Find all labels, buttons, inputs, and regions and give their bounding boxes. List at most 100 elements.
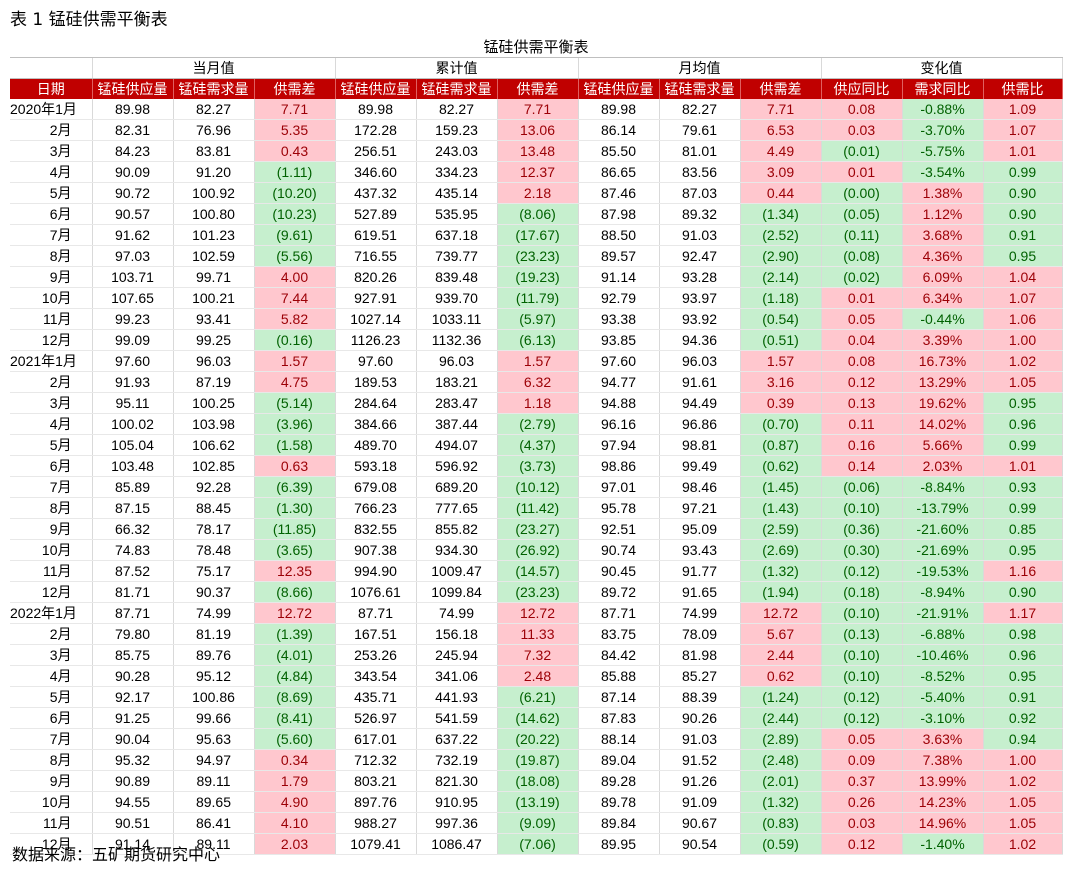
table-cell: 99.66 — [173, 707, 255, 729]
table-cell: 87.15 — [92, 497, 174, 519]
table-cell: 89.76 — [173, 644, 255, 666]
table-cell: 90.67 — [659, 812, 741, 834]
table-cell: 106.62 — [173, 434, 255, 456]
table-cell: 14.96% — [902, 812, 984, 834]
table-cell: 74.99 — [416, 602, 498, 624]
table-title-row: 锰硅供需平衡表 — [10, 36, 1062, 58]
table-cell: 98.86 — [578, 455, 660, 477]
table-cell: 86.65 — [578, 161, 660, 183]
table-cell: 0.96 — [983, 413, 1063, 435]
table-cell: 0.91 — [983, 224, 1063, 246]
table-cell: 94.36 — [659, 329, 741, 351]
table-row: 2月 91.93 87.19 4.75 189.53 183.21 6.32 94.77 91.… — [10, 371, 1063, 393]
table-cell: 12.72 — [497, 602, 579, 624]
table-cell: 897.76 — [335, 791, 417, 813]
table-cell: (0.10) — [821, 497, 903, 519]
table-cell: 832.55 — [335, 518, 417, 540]
table-cell: 1027.14 — [335, 308, 417, 330]
table-cell: 99.71 — [173, 266, 255, 288]
table-cell: 435.71 — [335, 686, 417, 708]
data-source-note: 数据来源：五矿期货研究中心 — [12, 845, 221, 864]
row-date: 11月 — [10, 560, 93, 582]
group-header-cumulative: 累计值 — [335, 57, 579, 79]
table-cell: 92.79 — [578, 287, 660, 309]
table-cell: 90.09 — [92, 161, 174, 183]
table-cell: (7.06) — [497, 833, 579, 855]
row-date: 11月 — [10, 812, 93, 834]
table-cell: (1.32) — [740, 560, 822, 582]
table-row: 9月 90.89 89.11 1.79 803.21 821.30 (18.08) 89.28… — [10, 770, 1063, 792]
table-row: 3月 85.75 89.76 (4.01) 253.26 245.94 7.32 84.42 8… — [10, 644, 1063, 666]
table-cell: (0.87) — [740, 434, 822, 456]
table-cell: (2.52) — [740, 224, 822, 246]
row-date: 12月 — [10, 329, 93, 351]
table-cell: 100.86 — [173, 686, 255, 708]
table-cell: 0.98 — [983, 623, 1063, 645]
table-cell: 0.03 — [821, 119, 903, 141]
table-cell: (3.65) — [254, 539, 336, 561]
table-cell: 90.51 — [92, 812, 174, 834]
table-cell: 189.53 — [335, 371, 417, 393]
table-cell: (10.12) — [497, 476, 579, 498]
table-cell: 91.03 — [659, 224, 741, 246]
table-cell: 7.71 — [740, 99, 822, 120]
table-cell: 0.90 — [983, 203, 1063, 225]
row-date: 7月 — [10, 728, 93, 750]
table-cell: 1.02 — [983, 350, 1063, 372]
table-cell: 86.41 — [173, 812, 255, 834]
table-cell: 0.37 — [821, 770, 903, 792]
table-cell: 997.36 — [416, 812, 498, 834]
table-cell: (2.90) — [740, 245, 822, 267]
table-cell: 0.91 — [983, 686, 1063, 708]
table-cell: 0.44 — [740, 182, 822, 204]
row-date: 12月 — [10, 833, 93, 855]
table-cell: 87.71 — [335, 602, 417, 624]
row-date: 4月 — [10, 161, 93, 183]
table-cell: (4.37) — [497, 434, 579, 456]
table-cell: 4.90 — [254, 791, 336, 813]
table-cell: 5.35 — [254, 119, 336, 141]
table-cell: 0.95 — [983, 665, 1063, 687]
table-cell: 712.32 — [335, 749, 417, 771]
table-cell: 0.90 — [983, 581, 1063, 603]
table-cell: 83.75 — [578, 623, 660, 645]
table-cell: 91.20 — [173, 161, 255, 183]
table-cell: (8.66) — [254, 581, 336, 603]
column-header: 锰硅供应量 — [335, 78, 417, 99]
table-cell: (0.02) — [821, 266, 903, 288]
table-cell: 0.09 — [821, 749, 903, 771]
table-cell: 85.75 — [92, 644, 174, 666]
row-date: 9月 — [10, 266, 93, 288]
table-cell: (8.69) — [254, 686, 336, 708]
table-cell: 75.17 — [173, 560, 255, 582]
table-row: 5月 90.72 100.92 (10.20) 437.32 435.14 2.18 87.4… — [10, 182, 1063, 204]
table-cell: 99.23 — [92, 308, 174, 330]
table-cell: 283.47 — [416, 392, 498, 414]
table-cell: (0.12) — [821, 707, 903, 729]
group-header-monthly: 当月值 — [92, 57, 336, 79]
table-cell: 66.32 — [92, 518, 174, 540]
table-cell: 494.07 — [416, 434, 498, 456]
table-cell: (23.23) — [497, 245, 579, 267]
table-cell: -8.52% — [902, 665, 984, 687]
table-cell: 1132.36 — [416, 329, 498, 351]
table-cell: 94.97 — [173, 749, 255, 771]
table-cell: 617.01 — [335, 728, 417, 750]
table-cell: 12.72 — [740, 602, 822, 624]
table-cell: -0.44% — [902, 308, 984, 330]
table-cell: 1.17 — [983, 602, 1063, 624]
table-cell: (10.23) — [254, 203, 336, 225]
row-date: 5月 — [10, 686, 93, 708]
table-cell: 183.21 — [416, 371, 498, 393]
table-cell: 3.63% — [902, 728, 984, 750]
table-cell: 988.27 — [335, 812, 417, 834]
table-cell: 637.18 — [416, 224, 498, 246]
table-row: 8月 95.32 94.97 0.34 712.32 732.19 (19.87) 89.04… — [10, 749, 1063, 771]
table-cell: 387.44 — [416, 413, 498, 435]
table-cell: 0.03 — [821, 812, 903, 834]
table-cell: 99.49 — [659, 455, 741, 477]
table-cell: 89.95 — [578, 833, 660, 855]
table-cell: 96.16 — [578, 413, 660, 435]
table-cell: 994.90 — [335, 560, 417, 582]
table-cell: 93.43 — [659, 539, 741, 561]
